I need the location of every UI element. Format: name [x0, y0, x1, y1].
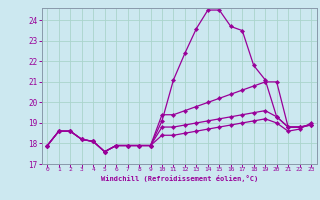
X-axis label: Windchill (Refroidissement éolien,°C): Windchill (Refroidissement éolien,°C) [100, 175, 258, 182]
